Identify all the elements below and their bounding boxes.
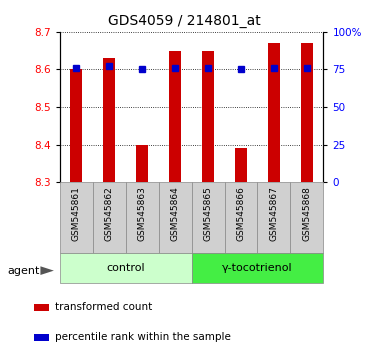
Text: percentile rank within the sample: percentile rank within the sample	[55, 332, 230, 342]
Bar	[268, 43, 280, 182]
Bar	[34, 303, 49, 311]
Bar	[60, 253, 191, 283]
Bar	[235, 148, 247, 182]
Bar	[290, 182, 323, 253]
Bar	[136, 145, 148, 182]
Polygon shape	[40, 266, 54, 275]
Text: γ-tocotrienol: γ-tocotrienol	[222, 263, 293, 273]
Text: GSM545864: GSM545864	[171, 186, 179, 241]
Text: GSM545866: GSM545866	[236, 186, 246, 241]
Bar	[202, 51, 214, 182]
Bar	[191, 253, 323, 283]
Text: GDS4059 / 214801_at: GDS4059 / 214801_at	[109, 14, 261, 28]
Bar	[126, 182, 159, 253]
Text: control: control	[106, 263, 145, 273]
Text: GSM545861: GSM545861	[72, 186, 81, 241]
Text: transformed count: transformed count	[55, 302, 152, 312]
Bar	[301, 43, 313, 182]
Text: GSM545863: GSM545863	[137, 186, 147, 241]
Bar	[191, 182, 224, 253]
Text: GSM545867: GSM545867	[270, 186, 278, 241]
Bar	[159, 182, 191, 253]
Bar	[103, 58, 115, 182]
Bar	[224, 182, 258, 253]
Bar	[169, 51, 181, 182]
Text: GSM545868: GSM545868	[302, 186, 311, 241]
Text: GSM545862: GSM545862	[105, 186, 114, 241]
Bar	[34, 333, 49, 341]
Text: agent: agent	[8, 266, 40, 276]
Text: GSM545865: GSM545865	[204, 186, 213, 241]
Bar	[93, 182, 126, 253]
Bar	[70, 69, 82, 182]
Bar	[258, 182, 290, 253]
Bar	[60, 182, 93, 253]
